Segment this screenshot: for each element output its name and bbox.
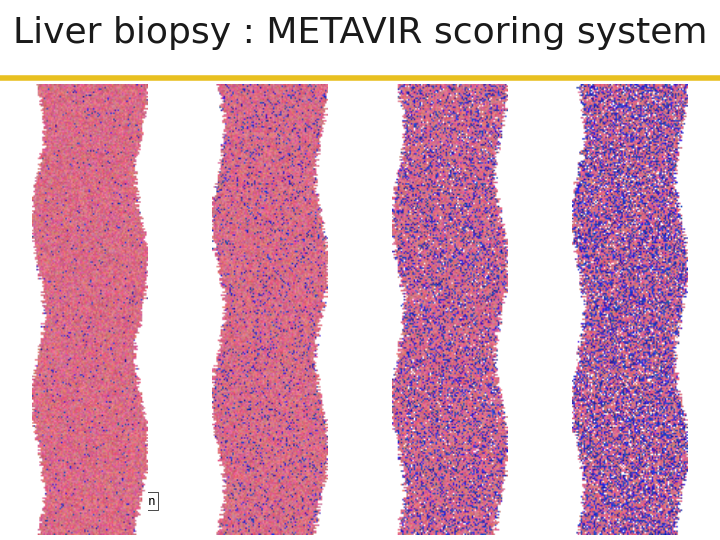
Text: F 2: F 2 — [251, 97, 289, 121]
Text: From Z. Goodman: From Z. Goodman — [43, 495, 156, 508]
Text: F 3: F 3 — [431, 97, 469, 121]
Text: F 4: F 4 — [611, 97, 649, 121]
Text: Liver biopsy : METAVIR scoring system: Liver biopsy : METAVIR scoring system — [13, 16, 707, 50]
Text: F 1: F 1 — [71, 97, 109, 121]
